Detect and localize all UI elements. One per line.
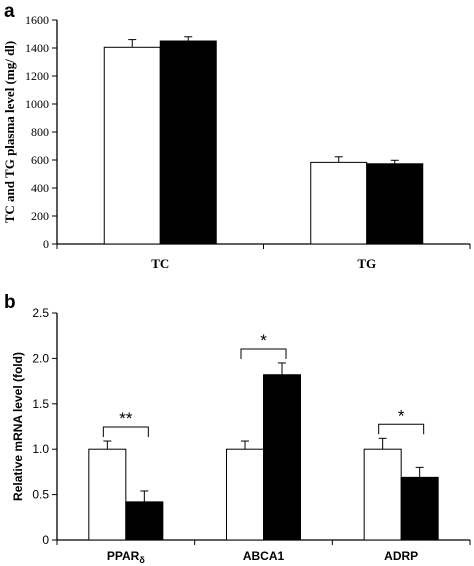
panel-letter-b: b <box>4 292 16 313</box>
significance-label: * <box>260 331 267 350</box>
bar <box>103 46 161 245</box>
bar <box>226 448 264 541</box>
y-tick-label: 1.5 <box>32 397 49 411</box>
bar <box>125 501 164 541</box>
y-tick-label: 1.0 <box>32 442 49 456</box>
y-tick-label: 200 <box>31 209 49 223</box>
y-tick-label: 1000 <box>25 97 49 111</box>
significance-bracket <box>378 423 425 435</box>
bar <box>88 448 127 541</box>
panel-b-chart: 0 0.5 1.0 1.5 2.0 2.5 Relative mRNA level (fol… <box>11 306 471 565</box>
y-axis-label: Relative mRNA level (fold) <box>11 352 25 501</box>
bar <box>310 161 368 245</box>
y-tick-label: 1600 <box>25 13 49 27</box>
y-tick-label: 1400 <box>25 41 49 55</box>
y-tick-label: 2.5 <box>32 306 49 320</box>
significance-bracket <box>102 426 149 438</box>
y-tick-label: 0 <box>43 237 49 251</box>
significance-bracket <box>240 348 287 359</box>
y-tick-label: 0 <box>42 533 49 547</box>
significance-label: ** <box>119 409 133 428</box>
bar <box>400 476 439 541</box>
y-tick-label: 0.5 <box>32 488 49 502</box>
panel-letter-a: a <box>4 1 15 22</box>
bar <box>363 448 402 541</box>
y-tick-label: 800 <box>31 125 49 139</box>
bar <box>366 163 424 245</box>
x-category-label: PPARδ <box>107 549 145 565</box>
significance-label: * <box>398 406 405 425</box>
x-category-label: TG <box>357 256 376 271</box>
panel-a-chart: 0 200 400 600 800 1000 1200 1400 1600 TC and TG p… <box>2 13 471 271</box>
x-category-subscript: δ <box>139 555 145 565</box>
y-tick-label: 2.0 <box>32 351 49 365</box>
x-category-label: ADRP <box>384 549 418 563</box>
bar <box>263 374 301 541</box>
x-category-label: TC <box>151 256 169 271</box>
y-axis-label: TC and TG plasma level (mg/ dl) <box>2 41 17 224</box>
bar <box>159 40 217 245</box>
y-tick-label: 600 <box>31 153 49 167</box>
x-category-label: ABCA1 <box>243 549 285 563</box>
y-tick-label: 1200 <box>25 69 49 83</box>
y-tick-label: 400 <box>31 181 49 195</box>
